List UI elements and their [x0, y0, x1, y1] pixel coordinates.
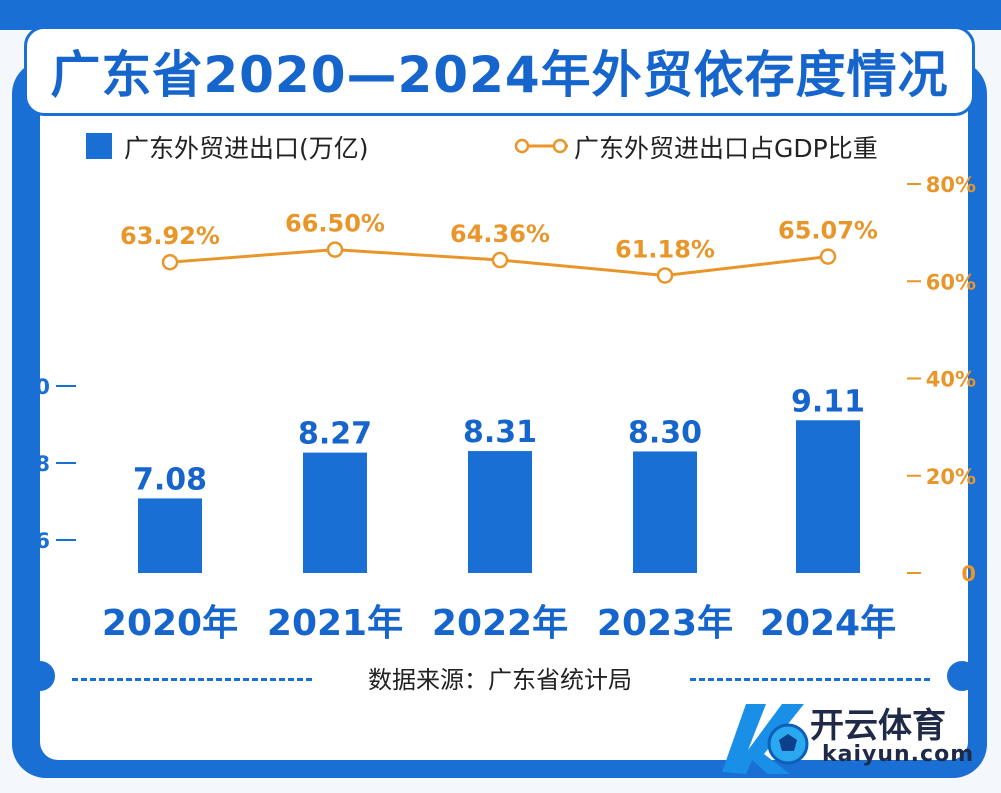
right-axis-tick-label: 0 — [961, 562, 976, 586]
left-axis-tick-label: 6 — [35, 529, 50, 553]
x-axis-tick-label: 2022年 — [432, 603, 568, 644]
bar-value-label: 8.31 — [463, 415, 537, 450]
line-value-label: 63.92% — [120, 222, 220, 250]
logo-name: 开云体育 — [810, 706, 946, 746]
line-point — [491, 251, 509, 269]
legend-bar-swatch — [86, 133, 112, 159]
x-axis-labels: 2020年 2021年 2022年 2023年 2024年 — [102, 603, 896, 644]
legend: 广东外贸进出口(万亿) 广东外贸进出口占GDP比重 — [86, 133, 878, 163]
legend-line-label: 广东外贸进出口占GDP比重 — [574, 134, 878, 163]
line-point — [161, 253, 179, 271]
right-axis: 80% 60% 40% 20% 0 — [907, 173, 976, 586]
left-axis-tick-label: 8 — [35, 452, 50, 476]
x-axis-tick-label: 2020年 — [102, 603, 238, 644]
source-divider-left — [72, 678, 312, 681]
top-band — [0, 0, 1001, 30]
x-axis-tick-label: 2024年 — [760, 603, 896, 644]
right-axis-tick-label: 20% — [926, 465, 976, 489]
bar — [303, 452, 367, 573]
x-axis-tick-label: 2021年 — [267, 603, 403, 644]
logo: 开云体育 kaiyun.com — [712, 690, 992, 785]
bar — [633, 451, 697, 573]
line-value-label: 65.07% — [778, 217, 878, 245]
title-box: 广东省2020—2024年外贸依存度情况 — [24, 26, 975, 116]
line-value-label: 66.50% — [285, 210, 385, 238]
data-source: 数据来源：广东省统计局 — [368, 666, 632, 694]
bar — [468, 451, 532, 573]
bar — [796, 420, 860, 573]
bar-value-label: 7.08 — [133, 462, 207, 497]
left-notch — [25, 661, 55, 691]
line-point — [819, 248, 837, 265]
left-axis: 10 8 6 — [21, 375, 76, 553]
bar-value-label: 8.27 — [298, 417, 372, 452]
legend-line-marker — [552, 138, 568, 154]
bar-series: 7.08 8.27 8.31 8.30 9.11 — [133, 384, 865, 573]
page-title: 广东省2020—2024年外贸依存度情况 — [50, 46, 949, 104]
source-divider-right — [690, 678, 930, 681]
line-point — [326, 241, 344, 258]
legend-bar-label: 广东外贸进出口(万亿) — [124, 134, 369, 163]
line-value-label: 61.18% — [615, 236, 715, 264]
bar-value-label: 8.30 — [628, 415, 702, 450]
logo-mark-icon — [722, 704, 809, 774]
legend-line-marker — [514, 138, 530, 154]
bar-value-label: 9.11 — [791, 384, 865, 419]
line-series: 63.92% 66.50% 64.36% 61.18% 65.07% — [120, 210, 878, 284]
x-axis-tick-label: 2023年 — [597, 603, 733, 644]
right-axis-tick-label: 60% — [926, 270, 976, 294]
chart-card — [40, 78, 968, 760]
line-point — [656, 267, 674, 284]
right-axis-tick-label: 40% — [926, 368, 976, 392]
bar — [138, 498, 202, 573]
line-value-label: 64.36% — [450, 220, 550, 248]
right-notch — [947, 661, 977, 691]
right-axis-tick-label: 80% — [926, 173, 976, 197]
left-axis-tick-label: 10 — [21, 375, 50, 399]
logo-domain: kaiyun.com — [822, 742, 975, 767]
